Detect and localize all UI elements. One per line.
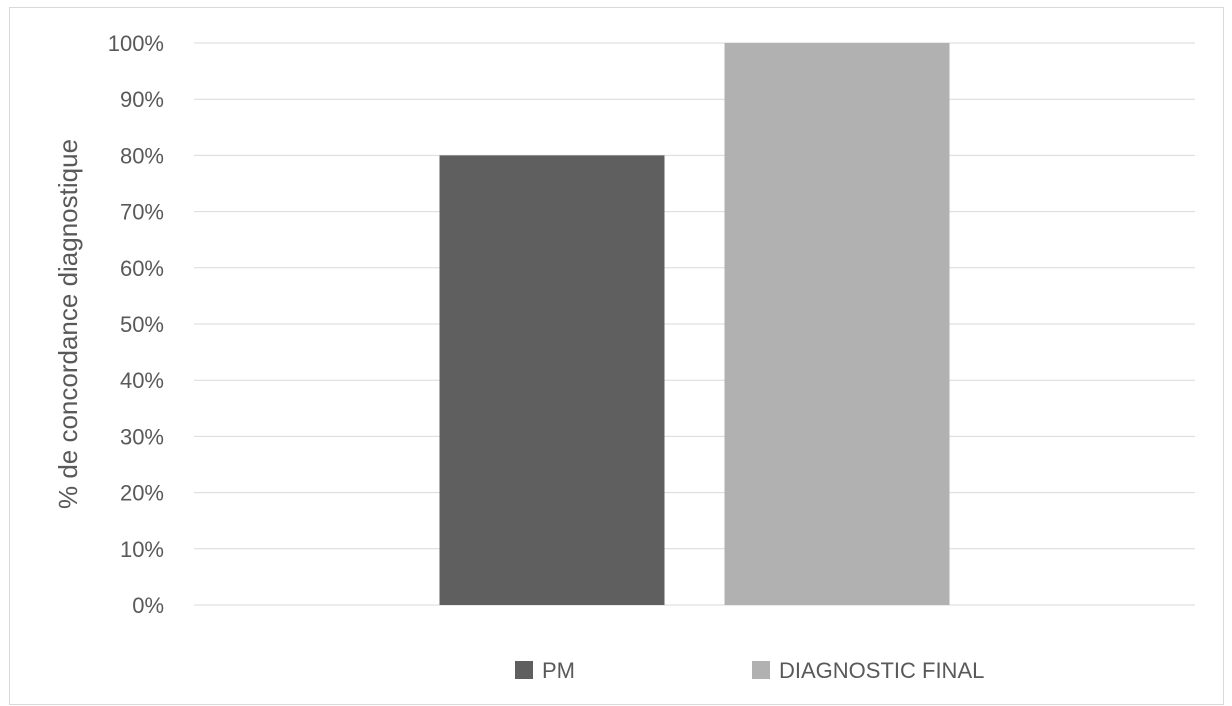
y-tick-label: 100% bbox=[108, 31, 164, 56]
bars bbox=[439, 43, 950, 605]
gridlines bbox=[194, 42, 1195, 606]
y-tick-label: 60% bbox=[120, 256, 164, 281]
legend-label: PM bbox=[542, 658, 575, 683]
y-tick-label: 70% bbox=[120, 200, 164, 225]
legend: PM DIAGNOSTIC FINAL bbox=[515, 658, 984, 683]
y-tick-label: 10% bbox=[120, 537, 164, 562]
y-tick-label: 40% bbox=[120, 368, 164, 393]
y-axis-ticks: 0% 10% 20% 30% 40% 50% 60% 70% 80% 90% 100% bbox=[108, 31, 164, 618]
bar-diagnostic-final bbox=[724, 43, 950, 605]
legend-swatch bbox=[752, 661, 770, 679]
y-tick-label: 80% bbox=[120, 143, 164, 168]
y-tick-label: 90% bbox=[120, 87, 164, 112]
y-tick-label: 30% bbox=[120, 424, 164, 449]
y-axis-title: % de concordance diagnostique bbox=[53, 139, 83, 509]
y-tick-label: 0% bbox=[132, 593, 164, 618]
y-tick-label: 50% bbox=[120, 312, 164, 337]
legend-swatch bbox=[515, 661, 533, 679]
bar-pm bbox=[439, 155, 665, 605]
legend-label: DIAGNOSTIC FINAL bbox=[779, 658, 984, 683]
y-tick-label: 20% bbox=[120, 481, 164, 506]
